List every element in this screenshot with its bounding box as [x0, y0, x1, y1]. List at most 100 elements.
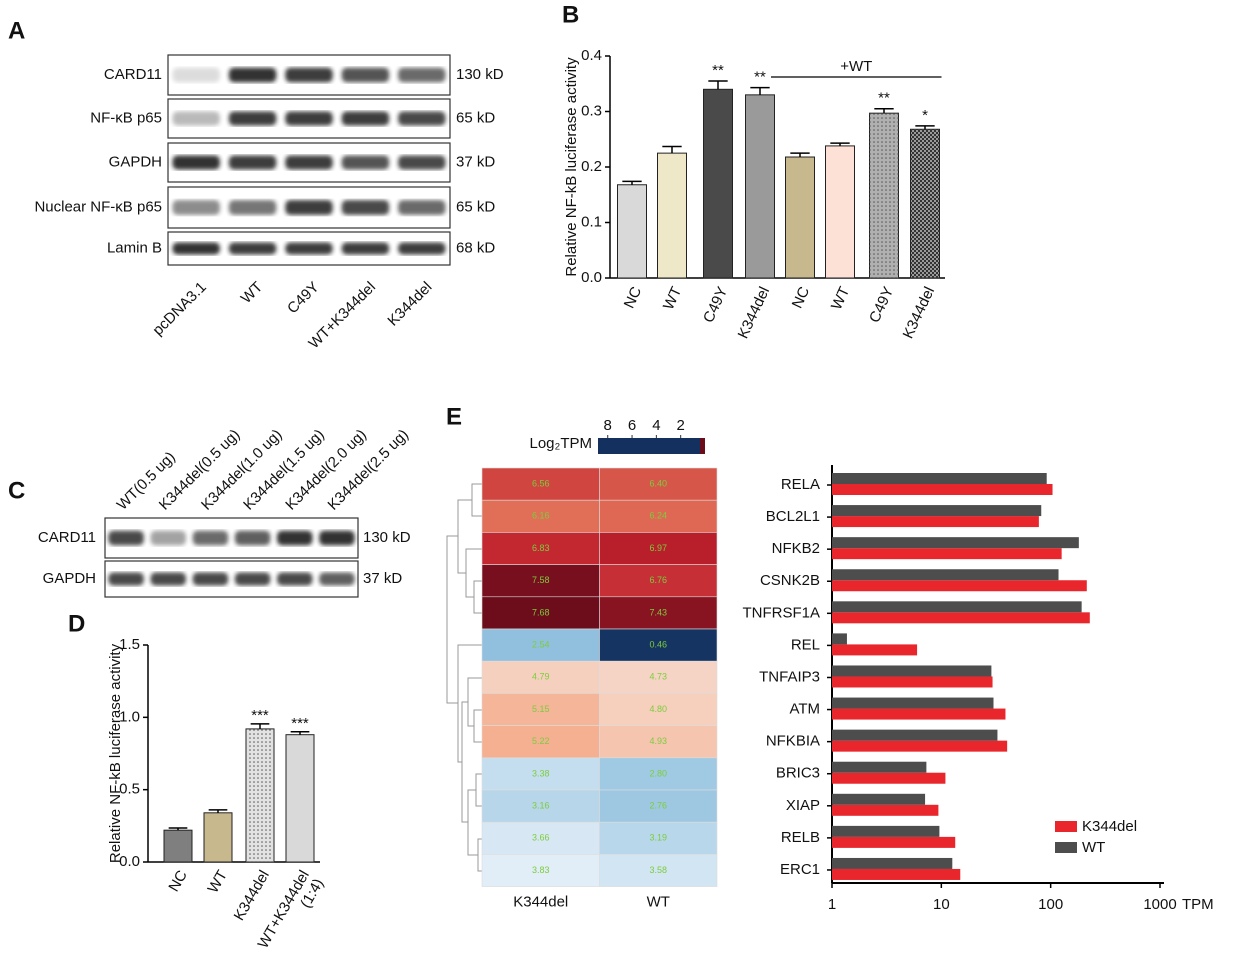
heat-cell	[481, 467, 600, 501]
cell-label: 3.38	[532, 768, 550, 778]
x-tick-label: WT	[660, 284, 685, 312]
row-label: NF-κB p65	[90, 109, 162, 126]
cell-label: 5.22	[532, 736, 550, 746]
row-label: GAPDH	[109, 153, 162, 170]
band	[341, 67, 390, 83]
x-tick-label: NC	[165, 867, 191, 894]
heat-cell	[599, 499, 718, 533]
cell-label: 6.16	[532, 511, 550, 521]
band	[192, 572, 229, 586]
heat-cell	[599, 854, 718, 887]
band	[285, 242, 333, 255]
column-label: K344del	[513, 894, 568, 911]
band	[234, 530, 271, 546]
significance: ***	[291, 715, 309, 732]
band	[341, 200, 390, 215]
bar	[832, 548, 1062, 560]
y-tick-label: 0.1	[581, 213, 602, 230]
y-tick-label: REL	[791, 636, 820, 653]
band	[150, 530, 186, 546]
row-label: GAPDH	[43, 570, 96, 587]
y-tick-label: 0.0	[581, 269, 602, 286]
cell-label: 4.79	[532, 672, 550, 682]
bar	[832, 516, 1039, 528]
band	[285, 67, 333, 83]
x-tick-label: C49Y	[866, 284, 897, 325]
x-tick-label: K344del	[735, 284, 774, 341]
cell-label: 7.68	[532, 607, 550, 617]
cell-label: 4.73	[649, 672, 667, 682]
size-label: 65 kD	[456, 109, 495, 126]
cell-label: 6.24	[649, 511, 667, 521]
band	[341, 111, 390, 126]
y-tick-label: ERC1	[780, 861, 820, 878]
band	[319, 572, 355, 586]
bar	[832, 772, 946, 784]
cell-label: 5.15	[532, 704, 550, 714]
legend-swatch	[1055, 821, 1077, 832]
bar	[657, 152, 687, 279]
cell-label: 6.76	[649, 575, 667, 585]
heat-cell	[599, 532, 718, 565]
bar	[832, 857, 953, 869]
y-tick-label: XIAP	[786, 797, 820, 814]
size-label: 65 kD	[456, 198, 495, 215]
error-bar	[830, 142, 850, 146]
size-label: 68 kD	[456, 239, 495, 256]
band	[172, 111, 220, 126]
column-label: WT	[647, 894, 670, 911]
error-bar	[208, 809, 228, 813]
legend-label: K344del	[1082, 818, 1137, 835]
blot-frame	[104, 560, 359, 598]
legend-swatch	[1055, 842, 1077, 853]
bar	[832, 697, 994, 709]
heat-cell	[481, 789, 600, 823]
error-bar	[290, 731, 310, 735]
error-bar	[874, 107, 894, 114]
colorbar-tick-label: 6	[628, 417, 636, 434]
error-bar	[708, 80, 728, 90]
cell-label: 3.19	[649, 833, 667, 843]
band	[172, 242, 220, 255]
y-tick-label: 0.2	[581, 158, 602, 175]
band	[277, 572, 313, 586]
band	[398, 155, 446, 170]
x-tick-label: 10	[933, 896, 950, 913]
row-label: Lamin B	[107, 239, 162, 256]
y-tick-label: CSNK2B	[760, 572, 820, 589]
heat-cell	[481, 596, 600, 630]
cell-label: 7.43	[649, 607, 667, 617]
band	[108, 572, 144, 586]
band	[398, 242, 446, 255]
bar	[832, 473, 1047, 484]
y-tick-label: TNFAIP3	[759, 668, 820, 685]
x-tick-label: C49Y	[700, 284, 731, 325]
colorbar-tick-label: 2	[677, 417, 685, 434]
bar	[285, 734, 315, 863]
bar	[832, 633, 847, 645]
band	[341, 242, 390, 255]
row-label: CARD11	[104, 66, 162, 83]
band	[398, 200, 446, 215]
bar	[832, 569, 1059, 581]
y-tick-label: 0.5	[119, 781, 140, 798]
band	[228, 155, 277, 170]
significance: **	[878, 90, 890, 107]
colorbar-title: Log₂TPM	[529, 435, 592, 452]
y-tick-label: 0.4	[581, 47, 602, 64]
cell-label: 3.58	[649, 865, 667, 875]
heat-cell	[481, 821, 600, 855]
y-tick-label: NFKBIA	[766, 733, 820, 750]
band	[398, 111, 446, 126]
band	[192, 530, 229, 546]
y-tick-label: TNFRSF1A	[742, 604, 820, 621]
heat-cell	[481, 628, 600, 662]
lane-label: WT	[238, 279, 267, 308]
bar-pattern	[246, 728, 274, 862]
y-tick-label: RELB	[781, 829, 820, 846]
size-label: 37 kD	[363, 570, 402, 587]
y-tick-label: 1.0	[119, 708, 140, 725]
heat-cell	[481, 854, 600, 887]
bar-pattern	[869, 113, 899, 278]
